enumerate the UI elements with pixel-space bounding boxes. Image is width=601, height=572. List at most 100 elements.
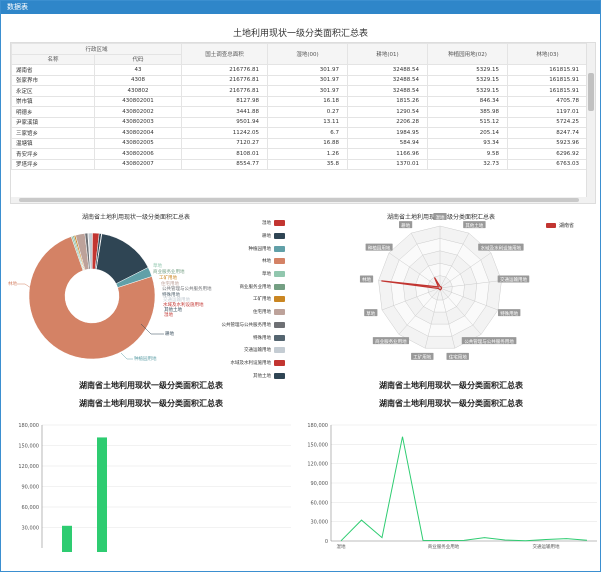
donut-legend-swatch	[274, 258, 285, 265]
radar-axis	[439, 287, 499, 311]
cell-code: 430802004	[93, 127, 183, 139]
header-orchard[interactable]: 种植园用地(02)	[427, 43, 509, 65]
donut-legend-label: 工矿用地	[253, 297, 271, 303]
donut-legend-item[interactable]: 住宅用地	[209, 306, 285, 319]
cell-code: 43	[93, 64, 183, 76]
cell-c03: 6296.92	[507, 148, 589, 160]
donut-legend-item[interactable]: 交通运输用地	[209, 344, 285, 357]
donut-callout-line	[17, 283, 32, 289]
radar-indicator-box	[497, 309, 521, 317]
table-row[interactable]: 崇市镇 430802001 8127.98 16.18 1815.26 846.34 470…	[11, 95, 589, 107]
donut-legend-item[interactable]: 湿地	[209, 217, 285, 230]
donut-legend-swatch	[274, 220, 285, 227]
cell-name: 崇市镇	[11, 95, 95, 107]
cell-c00: 301.97	[267, 64, 349, 76]
donut-legend-item[interactable]: 工矿用地	[209, 293, 285, 306]
line-x-tick-label: 商业服务业用地	[428, 543, 460, 550]
donut-legend-item[interactable]: 商业服务业用地	[209, 280, 285, 293]
cell-c03: 5923.96	[507, 137, 589, 149]
radar-indicator-box	[463, 221, 486, 229]
cell-total: 8108.01	[181, 148, 269, 160]
donut-legend-item[interactable]: 草地	[209, 268, 285, 281]
donut-legend-swatch	[274, 245, 285, 252]
table-row[interactable]: 青安坪乡 430802006 8108.01 1.26 1166.96 9.58 6296.…	[11, 148, 589, 160]
cell-c01: 1166.96	[347, 148, 429, 160]
header-code[interactable]: 代码	[93, 53, 183, 65]
table-row[interactable]: 明德乡 430802002 3441.88 0.27 1290.54 385.98 1197…	[11, 106, 589, 118]
radar-indicator-box	[364, 309, 378, 317]
table-row[interactable]: 温塘镇 430802005 7120.27 16.88 584.94 93.34 5923.…	[11, 137, 589, 149]
cell-code: 430802006	[93, 148, 183, 160]
line-x-tick-label: 交通运输用地	[533, 543, 560, 550]
donut-callout-label: 湿地	[164, 311, 173, 318]
table-row[interactable]: 罗塔坪乡 430802007 8554.77 35.8 1370.01 32.73 6763…	[11, 158, 589, 170]
donut-legend-item[interactable]: 其他土地	[209, 369, 285, 382]
vertical-scroll-thumb[interactable]	[588, 73, 594, 111]
table-row[interactable]: 三家馆乡 430802004 11242.05 6.7 1984.95 205.14 824…	[11, 127, 589, 139]
bar-chart: 180,000 150,000 120,000 90,000 60,000 30,000	[18, 423, 291, 552]
horizontal-scroll-thumb[interactable]	[19, 198, 579, 202]
donut-callout-label: 其他土地	[164, 306, 182, 313]
line-y-tick-label: 150,000	[307, 442, 328, 448]
radar-axis	[439, 232, 470, 289]
radar-indicator-label: 林地	[362, 276, 371, 283]
donut-callout-label: 特殊用地	[162, 291, 180, 298]
table-row[interactable]: 永定区 430802 216776.81 301.97 32488.54 5329.15 1…	[11, 85, 589, 97]
summary-table-container[interactable]: 行政区域 国土调查总面积 湿地(00) 耕地(01) 种植园用地(02) 林地(…	[10, 42, 596, 204]
cell-c01: 1370.01	[347, 158, 429, 170]
donut-legend-item[interactable]: 公共管理与公共服务用地	[209, 319, 285, 332]
cell-c01: 32488.54	[347, 64, 429, 76]
cell-c02: 515.12	[427, 116, 509, 128]
line-chart-title-2: 湖南省土地利用现状一级分类面积汇总表	[379, 399, 523, 408]
bar-chart-title-2: 湖南省土地利用现状一级分类面积汇总表	[79, 399, 223, 408]
radar-indicator-label: 其他土地	[465, 222, 483, 229]
donut-legend-label: 特殊用地	[253, 335, 271, 341]
cell-name: 张家界市	[11, 74, 95, 86]
cell-total: 8127.98	[181, 95, 269, 107]
line-series	[340, 436, 588, 542]
header-forest[interactable]: 林地(03)	[507, 43, 589, 65]
radar-indicator-box	[446, 352, 469, 360]
cell-c00: 1.26	[267, 148, 349, 160]
cell-c03: 161815.91	[507, 74, 589, 86]
header-name[interactable]: 名称	[11, 53, 95, 65]
cell-name: 尹家溪镇	[11, 116, 95, 128]
donut-callout-label: 种植园用地	[134, 355, 157, 362]
donut-chart-title: 湖南省土地利用现状一级分类面积汇总表	[81, 214, 190, 221]
donut-callout-label: 林地	[8, 280, 17, 287]
cell-code: 430802	[93, 85, 183, 97]
radar-legend-label: 湖南省	[559, 223, 575, 229]
cell-c02: 93.34	[427, 137, 509, 149]
radar-chart-legend[interactable]: 湖南省	[546, 222, 574, 229]
cell-code: 430802002	[93, 106, 183, 118]
header-farmland[interactable]: 耕地(01)	[347, 43, 429, 65]
table-row[interactable]: 湖南省 43 216776.81 301.97 32488.54 5329.15 16181…	[11, 64, 589, 76]
donut-legend-item[interactable]: 林地	[209, 255, 285, 268]
donut-legend-label: 公共管理与公共服务用地	[221, 322, 272, 328]
cell-c01: 1815.26	[347, 95, 429, 107]
cell-c01: 32488.54	[347, 74, 429, 86]
table-row[interactable]: 尹家溪镇 430802003 9501.94 13.11 2206.28 515.12 57…	[11, 116, 589, 128]
line-chart-title-1: 湖南省土地利用现状一级分类面积汇总表	[379, 381, 523, 390]
radar-indicator-box	[433, 213, 447, 220]
donut-legend-item[interactable]: 特殊用地	[209, 331, 285, 344]
line-y-tick-label: 30,000	[311, 520, 329, 526]
donut-legend-item[interactable]: 水域及水利设施用地	[209, 357, 285, 370]
table-row[interactable]: 张家界市 4308 216776.81 301.97 32488.54 5329.15 16…	[11, 74, 589, 86]
cell-c03: 1197.01	[507, 106, 589, 118]
line-x-tick-label: 湿地	[337, 543, 346, 550]
cell-c03: 5724.25	[507, 116, 589, 128]
donut-legend-item[interactable]: 种植园用地	[209, 242, 285, 255]
header-total-area[interactable]: 国土调查总面积	[181, 43, 269, 65]
table-vertical-scrollbar[interactable]	[586, 43, 595, 203]
table-horizontal-scrollbar[interactable]	[11, 197, 587, 203]
radar-axis	[439, 287, 456, 349]
donut-legend-item[interactable]: 耕地	[209, 230, 285, 243]
bar-mark	[62, 525, 72, 552]
donut-legend-swatch	[274, 372, 285, 379]
header-wetland[interactable]: 湿地(00)	[267, 43, 349, 65]
cell-name: 明德乡	[11, 106, 95, 118]
cell-c00: 13.11	[267, 116, 349, 128]
line-y-tick-label: 60,000	[311, 500, 329, 506]
donut-legend-label: 草地	[262, 272, 271, 278]
